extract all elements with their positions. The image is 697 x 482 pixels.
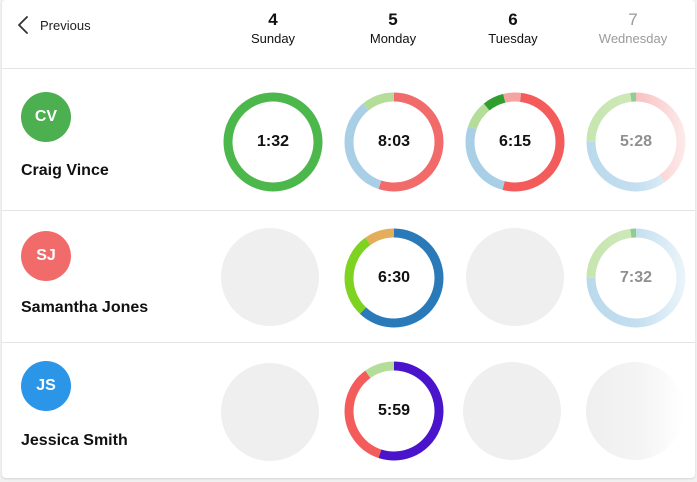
ring-segment <box>465 92 565 192</box>
ring-background <box>349 97 439 187</box>
ring-background <box>349 233 439 323</box>
day-header-monday: 5 Monday <box>345 10 441 47</box>
avatar: CV <box>21 92 71 142</box>
person-row-samantha-jones[interactable]: SJ Samantha Jones 6:30 7:32 <box>2 211 695 343</box>
ring-background <box>228 97 318 187</box>
day-number: 5 <box>388 10 398 29</box>
person-name: Jessica Smith <box>21 432 128 449</box>
ring-background <box>470 97 560 187</box>
ring-segment <box>223 92 323 192</box>
duration-time: 6:15 <box>498 133 532 150</box>
chevron-left-icon <box>18 16 28 34</box>
day-name: Monday <box>369 31 417 46</box>
ring-segment <box>344 361 444 461</box>
person-name: Samantha Jones <box>21 299 149 316</box>
day-header-tuesday: 6 Tuesday <box>465 10 561 47</box>
day-header-wednesday: 7 Wednesday <box>585 10 681 47</box>
avatar-initials: JS <box>36 377 56 394</box>
day-header-sunday: 4 Sunday <box>225 10 321 47</box>
day-name: Wednesday <box>598 31 668 46</box>
avatar-initials: SJ <box>36 247 56 264</box>
ring-background <box>349 366 439 456</box>
day-number: 4 <box>268 10 278 29</box>
duration-time: 5:59 <box>377 402 411 419</box>
duration-ring-wednesday[interactable]: 7:32 <box>584 226 688 330</box>
duration-time: 1:32 <box>256 133 290 150</box>
avatar-initials: CV <box>34 108 58 125</box>
duration-ring-wednesday[interactable]: 5:28 <box>584 90 688 194</box>
day-number: 6 <box>508 10 518 29</box>
empty-day-tuesday[interactable] <box>463 362 561 460</box>
ring-segment <box>465 92 565 192</box>
duration-time: 7:32 <box>619 269 653 286</box>
person-name: Craig Vince <box>21 162 109 179</box>
person-row-craig-vince[interactable]: CV Craig Vince 1:32 8:03 6:15 5:28 <box>2 69 695 211</box>
empty-day-sunday[interactable] <box>221 363 319 461</box>
week-header: Previous 4 Sunday 5 Monday 6 Tuesday 7 W… <box>2 0 695 69</box>
ring-segment <box>344 92 444 192</box>
ring-segment <box>344 361 444 461</box>
day-name: Tuesday <box>488 31 538 46</box>
ring-segment <box>344 228 444 328</box>
ring <box>344 92 444 192</box>
duration-ring-monday[interactable]: 6:30 <box>342 226 446 330</box>
previous-label: Previous <box>40 17 91 33</box>
duration-time: 5:28 <box>619 133 653 150</box>
duration-time: 8:03 <box>377 133 411 150</box>
empty-day-sunday[interactable] <box>221 228 319 326</box>
day-name: Sunday <box>250 31 296 46</box>
fade-overlay <box>584 90 688 194</box>
empty-day-tuesday[interactable] <box>466 228 564 326</box>
duration-ring-monday[interactable]: 5:59 <box>342 359 446 463</box>
duration-ring-monday[interactable]: 8:03 <box>342 90 446 194</box>
ring-segment <box>465 92 565 192</box>
empty-day-wednesday[interactable] <box>586 362 684 460</box>
ring <box>584 226 688 330</box>
ring <box>465 92 565 192</box>
ring-segment <box>344 92 444 192</box>
person-row-jessica-smith[interactable]: JS Jessica Smith 5:59 <box>2 343 695 478</box>
ring <box>344 361 444 461</box>
duration-ring-tuesday[interactable]: 6:15 <box>463 90 567 194</box>
fade-overlay <box>584 226 688 330</box>
day-number: 7 <box>628 10 638 29</box>
ring-segment <box>344 228 444 328</box>
ring <box>344 228 444 328</box>
duration-ring-sunday[interactable]: 1:32 <box>221 90 325 194</box>
duration-time: 6:30 <box>377 269 411 286</box>
ring <box>584 90 688 194</box>
previous-button[interactable]: Previous <box>18 16 91 34</box>
avatar: JS <box>21 361 71 411</box>
avatar: SJ <box>21 231 71 281</box>
ring <box>223 92 323 192</box>
